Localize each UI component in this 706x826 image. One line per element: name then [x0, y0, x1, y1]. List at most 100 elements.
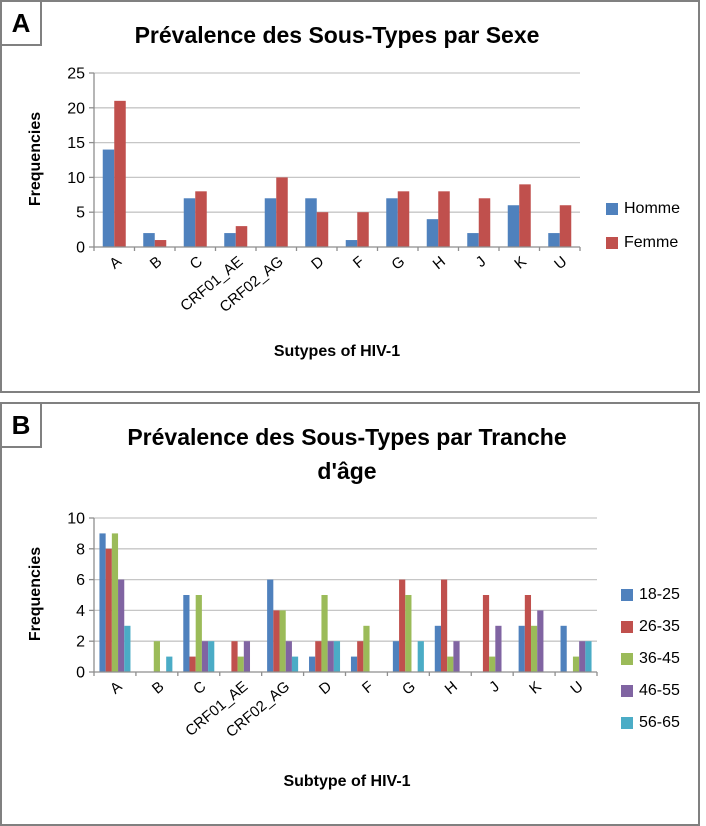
bar-26-35-F: [357, 641, 364, 672]
bar-46-55-D: [327, 641, 334, 672]
legend-swatch: [621, 621, 633, 633]
bar-46-55-C: [201, 641, 209, 672]
legend-label: Homme: [624, 200, 681, 217]
y-tick-label: 5: [76, 205, 85, 222]
bar-Femme-CRF02_AG: [276, 177, 288, 247]
bar-36-45-K: [531, 625, 538, 672]
legend-item-56-65: 56-65: [621, 713, 680, 733]
bar-Homme-D: [305, 198, 317, 247]
bar-36-45-C: [195, 595, 202, 672]
x-category-label: B: [147, 253, 166, 272]
bar-Femme-D: [316, 212, 329, 247]
chart-b-title: Prévalence des Sous-Types par Tranche d'…: [127, 424, 567, 484]
x-category-label: U: [551, 253, 570, 273]
bar-46-55-K: [537, 610, 544, 672]
bar-36-45-CRF02_AG: [279, 610, 286, 672]
legend-item-Homme: Homme: [606, 199, 680, 219]
bar-Femme-J: [478, 198, 491, 247]
panel-b: B Prévalence des Sous-Types par Tranche …: [0, 402, 700, 826]
bar-Homme-J: [467, 233, 479, 247]
bar-26-35-K: [524, 595, 532, 672]
bar-56-65-D: [333, 641, 341, 672]
chart-a-x-axis-title: Sutypes of HIV-1: [273, 343, 401, 360]
x-category-label: C: [190, 678, 209, 698]
bar-Homme-C: [183, 198, 196, 247]
legend-item-36-45: 36-45: [621, 649, 680, 669]
x-category-label: A: [107, 678, 126, 697]
bar-36-45-U: [572, 656, 580, 672]
bar-36-45-D: [321, 595, 328, 672]
bar-18-25-G: [392, 641, 400, 672]
x-category-label: D: [308, 253, 327, 273]
legend-item-26-35: 26-35: [621, 617, 680, 637]
bar-Homme-CRF01_AE: [224, 233, 236, 247]
bar-18-25-A: [99, 533, 106, 672]
bar-Homme-CRF02_AG: [264, 198, 277, 247]
x-category-label: F: [359, 678, 377, 697]
x-category-label: K: [526, 678, 545, 697]
chart-b-legend: 18-25 26-35 36-45 46-55 56-65: [621, 585, 680, 733]
bar-36-45-H: [447, 656, 454, 672]
y-tick-label: 10: [67, 511, 85, 528]
x-category-label: K: [511, 253, 530, 272]
bar-56-65-B: [166, 656, 173, 672]
legend-swatch: [621, 717, 633, 729]
legend-label: 36-45: [639, 650, 680, 667]
bar-36-45-G: [405, 595, 412, 672]
legend-swatch: [621, 589, 633, 601]
legend-label: Femme: [624, 234, 679, 251]
x-category-label: H: [442, 678, 461, 698]
chart-a-title: Prévalence des Sous-Types par Sexe: [134, 22, 540, 48]
panel-b-label: B: [0, 402, 42, 448]
bar-Femme-CRF01_AE: [235, 226, 248, 247]
bar-Homme-H: [426, 219, 439, 247]
bar-26-35-CRF01_AE: [231, 641, 238, 672]
bar-26-35-H: [440, 579, 448, 672]
bar-36-45-J: [489, 656, 496, 672]
bar-36-45-CRF01_AE: [237, 656, 244, 672]
bar-Homme-F: [345, 240, 358, 247]
chart-a-legend: Homme Femme: [606, 199, 680, 253]
bar-Femme-F: [357, 212, 369, 247]
x-category-label: J: [473, 253, 490, 271]
bar-18-25-C: [183, 595, 190, 672]
panel-a: A Prévalence des Sous-Types par Sexe Fre…: [0, 0, 700, 393]
bar-Femme-B: [154, 240, 167, 247]
x-category-label: J: [486, 678, 503, 696]
y-tick-label: 15: [67, 135, 85, 152]
bar-Femme-A: [114, 100, 126, 247]
chart-b-x-axis-title: Subtype of HIV-1: [283, 773, 411, 790]
x-category-label: U: [567, 678, 586, 698]
bar-46-55-CRF01_AE: [243, 641, 251, 672]
y-tick-label: 8: [76, 541, 85, 558]
bar-18-25-K: [518, 625, 525, 672]
bar-56-65-CRF02_AG: [291, 656, 299, 672]
y-tick-label: 4: [76, 603, 85, 620]
x-category-label: B: [149, 678, 168, 697]
x-category-label: H: [430, 253, 449, 273]
y-tick-label: 10: [67, 170, 85, 187]
bar-Homme-G: [386, 198, 398, 247]
bar-Homme-U: [548, 233, 560, 247]
bar-18-25-U: [560, 625, 567, 672]
legend-label: 26-35: [639, 618, 680, 635]
bar-36-45-B: [153, 641, 160, 672]
legend-item-46-55: 46-55: [621, 681, 680, 701]
x-category-label: D: [316, 678, 335, 698]
bar-Femme-C: [195, 191, 207, 247]
x-category-label: G: [399, 678, 419, 699]
bar-26-35-C: [189, 656, 196, 672]
bar-18-25-H: [434, 625, 441, 672]
bar-26-35-J: [482, 595, 490, 672]
bar-46-55-H: [453, 641, 460, 672]
legend-label: 18-25: [639, 586, 680, 603]
bar-Homme-K: [507, 205, 520, 247]
bar-26-35-CRF02_AG: [273, 610, 280, 672]
bar-18-25-D: [309, 656, 316, 672]
legend-label: 46-55: [639, 682, 680, 699]
bar-Femme-H: [438, 191, 450, 247]
y-tick-label: 6: [76, 572, 85, 589]
bar-18-25-F: [350, 656, 358, 672]
bar-46-55-J: [495, 625, 502, 672]
